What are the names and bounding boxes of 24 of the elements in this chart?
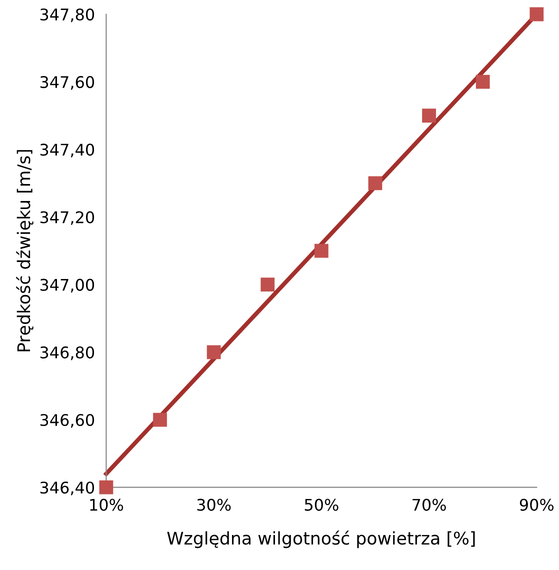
point xyxy=(368,176,382,190)
point xyxy=(314,244,328,258)
x-tick-label: 50% xyxy=(304,498,338,511)
point xyxy=(422,108,436,123)
y-tick-label: 346,80 xyxy=(40,346,94,360)
point xyxy=(476,74,490,89)
x-axis-title: Względna wilgotność powietrza [%] xyxy=(167,530,475,548)
x-tick-label: 70% xyxy=(412,498,446,511)
point xyxy=(99,480,114,494)
y-tick-label: 346,60 xyxy=(40,414,94,428)
point xyxy=(260,278,275,292)
point xyxy=(530,7,544,22)
y-tick-label: 347,60 xyxy=(40,76,94,90)
x-tick-label: 90% xyxy=(520,498,554,511)
y-tick-label: 346,40 xyxy=(40,482,94,496)
y-tick-label: 347,20 xyxy=(40,211,94,225)
y-axis-title: Prędkość dźwięku [m/s] xyxy=(16,150,34,352)
point xyxy=(153,412,167,427)
y-tick-label: 347,80 xyxy=(40,8,94,22)
y-tick-label: 347,00 xyxy=(40,278,94,293)
y-tick-label: 347,40 xyxy=(40,144,94,158)
x-tick-label: 30% xyxy=(197,498,231,511)
x-tick-label: 10% xyxy=(90,498,124,511)
point xyxy=(206,345,221,360)
